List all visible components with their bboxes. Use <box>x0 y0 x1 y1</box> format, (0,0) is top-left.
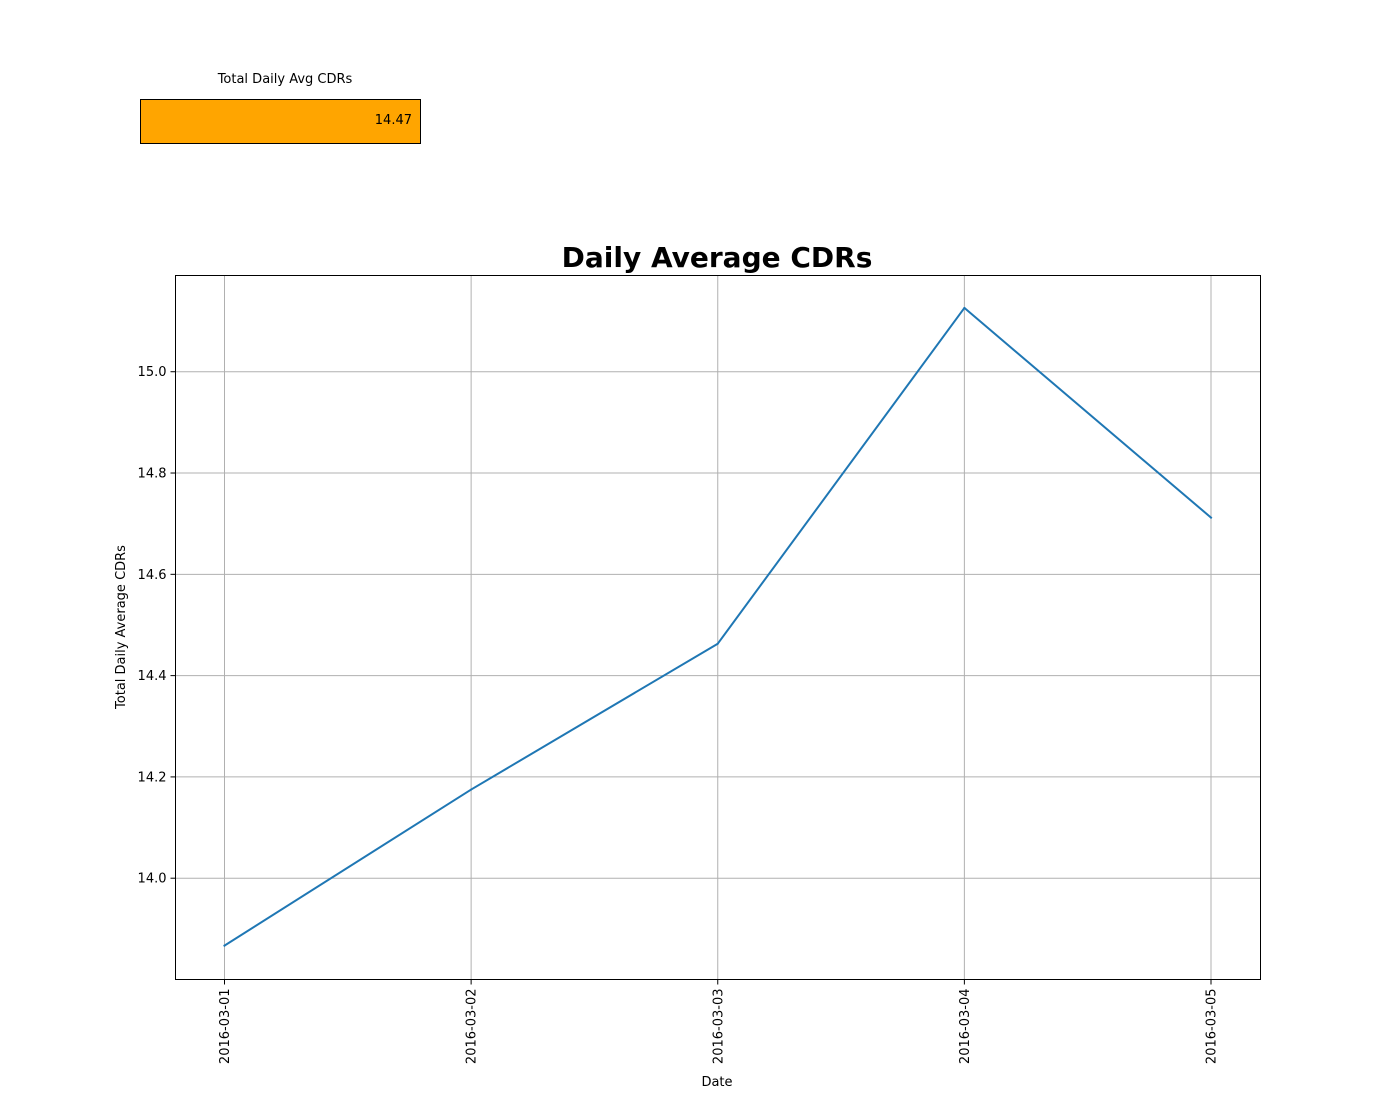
data-point <box>963 306 966 309</box>
grid-lines <box>175 275 1261 980</box>
x-axis-label: Date <box>701 1075 732 1090</box>
y-tick-label: 14.8 <box>138 467 167 482</box>
series-layer <box>223 306 1213 947</box>
y-axis: 14.0 14.2 14.4 14.6 14.8 15.0 <box>138 365 176 887</box>
x-tick-label: 2016-03-01 <box>218 989 233 1065</box>
data-point <box>1210 516 1212 519</box>
x-axis: 2016-03-01 2016-03-02 2016-03-03 2016-03-04… <box>218 979 1220 1065</box>
kpi-value: 14.47 <box>374 113 412 128</box>
kpi-card: 14.47 <box>140 99 421 144</box>
y-tick-label: 14.0 <box>138 872 167 887</box>
x-tick-label: 2016-03-02 <box>465 989 480 1065</box>
x-tick-label: 2016-03-03 <box>711 989 726 1065</box>
data-point <box>470 788 473 791</box>
data-point <box>223 944 226 947</box>
chart-title: Daily Average CDRs <box>562 241 873 274</box>
y-tick-label: 14.6 <box>138 568 167 583</box>
x-tick-label: 2016-03-05 <box>1205 989 1220 1065</box>
y-axis-label: Total Daily Average CDRs <box>114 545 129 710</box>
y-tick-label: 15.0 <box>138 365 167 380</box>
y-tick-label: 14.2 <box>138 770 167 785</box>
kpi-title: Total Daily Avg CDRs <box>217 72 353 87</box>
y-tick-label: 14.4 <box>138 669 167 684</box>
data-point <box>716 642 719 645</box>
x-tick-label: 2016-03-04 <box>958 989 973 1065</box>
